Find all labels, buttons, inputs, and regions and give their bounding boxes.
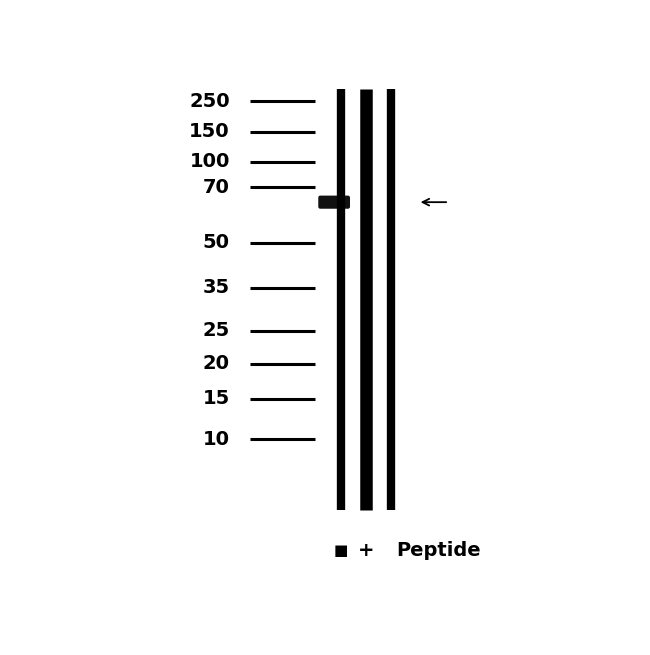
- Text: +: +: [358, 540, 374, 559]
- FancyBboxPatch shape: [318, 196, 350, 209]
- Text: ■: ■: [333, 542, 348, 557]
- Text: 50: 50: [203, 233, 230, 252]
- Text: 100: 100: [190, 153, 230, 172]
- Text: 25: 25: [203, 321, 230, 341]
- Text: 35: 35: [203, 278, 230, 297]
- Text: 20: 20: [203, 354, 230, 373]
- Text: 70: 70: [203, 178, 230, 196]
- Text: 10: 10: [203, 430, 230, 449]
- Text: Peptide: Peptide: [396, 540, 481, 559]
- Text: 150: 150: [189, 122, 230, 141]
- Text: 15: 15: [203, 389, 230, 408]
- Text: 250: 250: [189, 92, 230, 111]
